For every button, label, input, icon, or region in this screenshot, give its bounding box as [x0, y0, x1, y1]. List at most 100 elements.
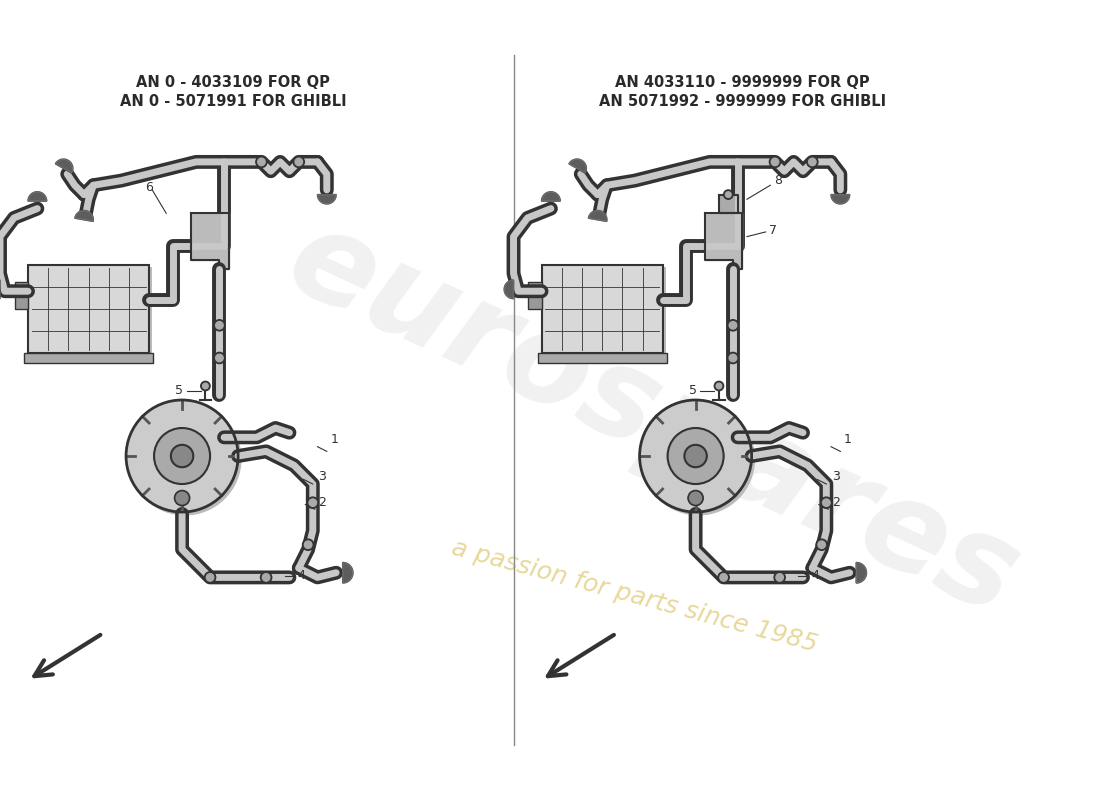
FancyBboxPatch shape	[15, 282, 28, 309]
Polygon shape	[569, 159, 586, 173]
Circle shape	[714, 382, 724, 390]
FancyBboxPatch shape	[28, 265, 150, 354]
Circle shape	[729, 354, 737, 362]
Polygon shape	[55, 159, 73, 173]
Polygon shape	[28, 192, 46, 201]
Text: a passion for parts since 1985: a passion for parts since 1985	[450, 536, 821, 657]
Text: 4: 4	[298, 569, 306, 582]
Text: AN 5071992 - 9999999 FOR GHIBLI: AN 5071992 - 9999999 FOR GHIBLI	[598, 94, 886, 109]
Circle shape	[205, 572, 216, 583]
Text: AN 4033110 - 9999999 FOR QP: AN 4033110 - 9999999 FOR QP	[615, 75, 870, 90]
Text: 7: 7	[769, 223, 777, 237]
Polygon shape	[541, 192, 560, 201]
Circle shape	[309, 499, 317, 506]
Circle shape	[257, 158, 265, 166]
Polygon shape	[830, 194, 849, 204]
Text: AN 0 - 5071991 FOR GHIBLI: AN 0 - 5071991 FOR GHIBLI	[120, 94, 346, 109]
Circle shape	[263, 574, 270, 581]
Text: 5: 5	[689, 384, 696, 397]
Circle shape	[808, 158, 816, 166]
Circle shape	[727, 320, 738, 331]
Circle shape	[295, 158, 302, 166]
FancyBboxPatch shape	[24, 354, 153, 362]
Text: 8: 8	[773, 174, 782, 187]
Circle shape	[724, 190, 733, 199]
Polygon shape	[75, 210, 94, 222]
Text: AN 0 - 4033109 FOR QP: AN 0 - 4033109 FOR QP	[136, 75, 330, 90]
Text: 2: 2	[832, 496, 839, 510]
Polygon shape	[318, 194, 337, 204]
Polygon shape	[318, 194, 337, 204]
Text: 2: 2	[318, 496, 326, 510]
Circle shape	[129, 403, 241, 515]
FancyBboxPatch shape	[528, 282, 541, 309]
Circle shape	[769, 156, 781, 167]
Text: 6: 6	[145, 181, 153, 194]
Circle shape	[642, 403, 755, 515]
Circle shape	[821, 497, 832, 508]
Circle shape	[216, 322, 223, 329]
Polygon shape	[504, 280, 514, 298]
Text: 1: 1	[330, 433, 338, 446]
Polygon shape	[719, 194, 738, 214]
Polygon shape	[588, 210, 607, 222]
Circle shape	[170, 445, 194, 467]
Circle shape	[307, 497, 318, 508]
Circle shape	[719, 574, 727, 581]
Text: 5: 5	[175, 384, 184, 397]
Polygon shape	[504, 280, 514, 298]
Text: 1: 1	[844, 433, 851, 446]
Circle shape	[213, 320, 226, 331]
Circle shape	[175, 490, 189, 506]
Circle shape	[668, 428, 724, 484]
Circle shape	[689, 490, 703, 506]
Circle shape	[776, 574, 783, 581]
Circle shape	[154, 428, 210, 484]
Circle shape	[823, 499, 830, 506]
Circle shape	[816, 539, 827, 550]
Circle shape	[200, 382, 210, 390]
Circle shape	[639, 400, 751, 512]
Polygon shape	[856, 562, 867, 583]
Polygon shape	[55, 159, 73, 173]
Circle shape	[716, 383, 722, 389]
Polygon shape	[541, 192, 560, 201]
Polygon shape	[28, 192, 46, 201]
Circle shape	[726, 192, 732, 198]
Circle shape	[126, 400, 238, 512]
Polygon shape	[343, 562, 353, 583]
Circle shape	[256, 156, 267, 167]
Polygon shape	[191, 214, 229, 270]
Polygon shape	[830, 194, 849, 204]
Circle shape	[305, 541, 312, 549]
Circle shape	[774, 572, 785, 583]
FancyBboxPatch shape	[31, 267, 152, 356]
Text: 3: 3	[318, 470, 326, 483]
Circle shape	[216, 354, 223, 362]
Circle shape	[213, 352, 226, 363]
Polygon shape	[705, 214, 742, 270]
FancyBboxPatch shape	[541, 265, 663, 354]
Polygon shape	[569, 159, 586, 173]
FancyBboxPatch shape	[538, 354, 667, 362]
Circle shape	[202, 383, 208, 389]
Circle shape	[294, 156, 305, 167]
FancyBboxPatch shape	[544, 267, 666, 356]
Polygon shape	[75, 210, 94, 222]
Text: 3: 3	[832, 470, 839, 483]
Polygon shape	[343, 562, 353, 583]
Circle shape	[771, 158, 779, 166]
Circle shape	[806, 156, 818, 167]
Text: 4: 4	[811, 569, 819, 582]
Polygon shape	[856, 562, 867, 583]
Circle shape	[727, 352, 738, 363]
Polygon shape	[588, 210, 607, 222]
Text: eurospares: eurospares	[270, 197, 1037, 641]
Circle shape	[302, 539, 313, 550]
Circle shape	[684, 445, 707, 467]
Circle shape	[729, 322, 737, 329]
Circle shape	[818, 541, 825, 549]
Circle shape	[261, 572, 272, 583]
Circle shape	[718, 572, 729, 583]
Circle shape	[207, 574, 213, 581]
